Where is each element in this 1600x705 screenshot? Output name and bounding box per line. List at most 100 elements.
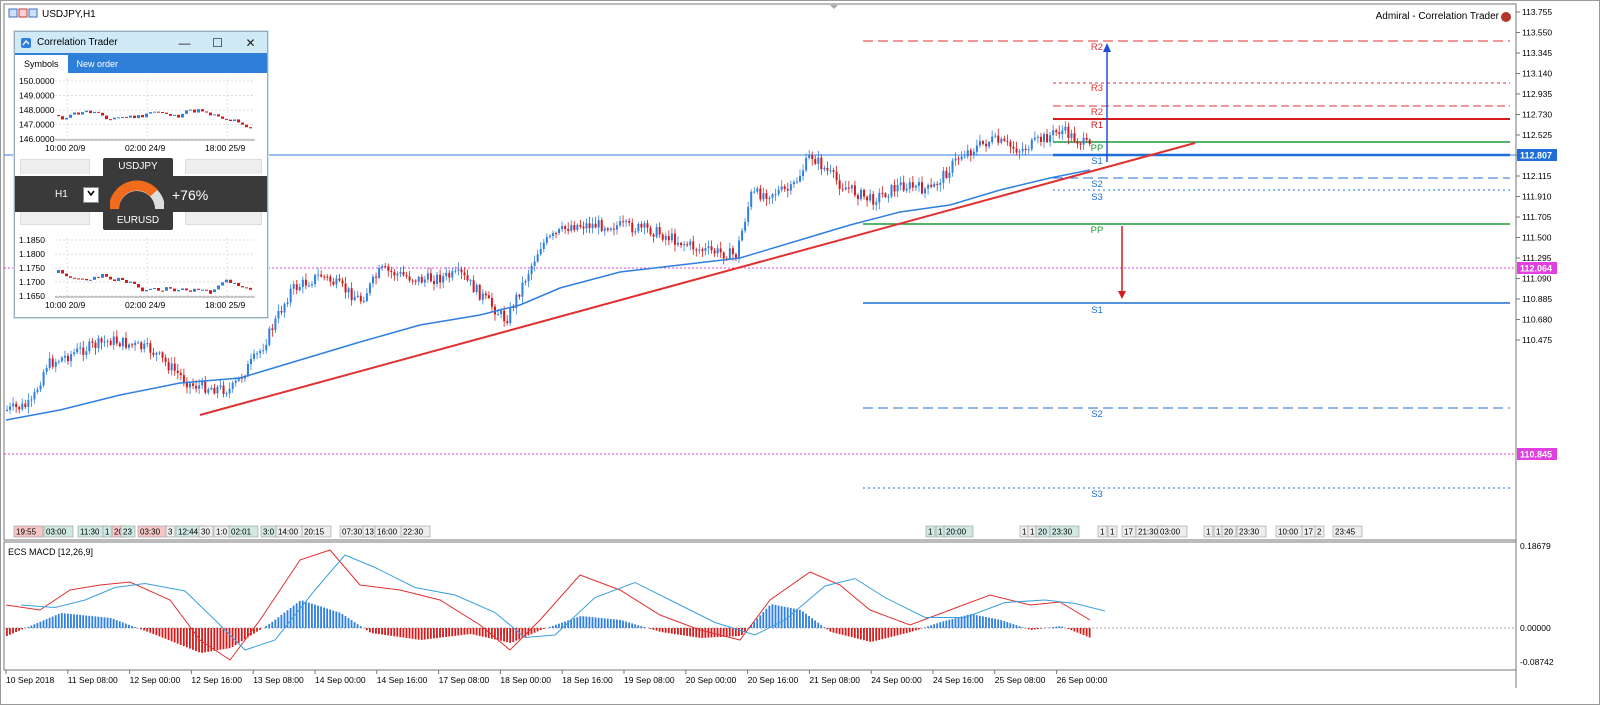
svg-text:10:00: 10:00 <box>1278 528 1299 537</box>
event-marker[interactable]: 30 <box>198 525 214 538</box>
event-marker[interactable]: 23:30 <box>1049 525 1080 538</box>
event-marker[interactable]: 17 <box>1121 525 1137 538</box>
svg-text:20: 20 <box>114 528 123 537</box>
svg-text:21:30: 21:30 <box>1138 528 1159 537</box>
event-marker[interactable]: 02:01 <box>228 525 259 538</box>
svg-text:17: 17 <box>1124 528 1133 537</box>
pivot-label: R2 <box>1091 42 1103 53</box>
event-marker[interactable]: 03:00 <box>43 525 74 538</box>
svg-text:20:00: 20:00 <box>946 528 967 537</box>
price-axis: 113.755 113.550 113.345 113.140 112.935 112.7… <box>1516 7 1552 345</box>
svg-text:23:45: 23:45 <box>1335 528 1356 537</box>
event-marker[interactable]: 1 <box>1213 525 1224 538</box>
svg-text:1: 1 <box>938 528 943 537</box>
indicator-header: Admiral - Correlation Trader <box>1376 11 1511 22</box>
ct-y-label: 1.1750 <box>19 263 45 273</box>
indicator-name: Admiral - Correlation Trader <box>1376 11 1500 22</box>
macd-pane[interactable] <box>3 541 1517 671</box>
ct-y-label: 146.0000 <box>19 134 55 144</box>
event-marker[interactable]: 1 <box>1097 525 1108 538</box>
event-marker[interactable]: 20:15 <box>301 525 332 538</box>
timeframe-label: H1 <box>55 188 75 202</box>
event-marker[interactable]: 1 <box>102 525 113 538</box>
ct-symbol-eurusd[interactable]: EURUSD <box>103 212 173 230</box>
ct-tabs: Symbols New order <box>15 53 267 73</box>
event-marker[interactable]: 3 <box>165 525 176 538</box>
svg-text:23:30: 23:30 <box>1052 528 1073 537</box>
svg-text:02:01: 02:01 <box>231 528 252 537</box>
event-marker[interactable]: 22:30 <box>400 525 431 538</box>
event-marker[interactable]: 03:00 <box>1157 525 1188 538</box>
svg-text:20: 20 <box>1038 528 1047 537</box>
event-marker[interactable]: 11:30 <box>77 525 108 538</box>
macd-title: ECS MACD [12,26,9] <box>8 547 93 557</box>
minimize-button[interactable]: — <box>178 35 191 50</box>
tab-symbols[interactable]: Symbols <box>15 55 68 73</box>
event-marker[interactable]: 14:00 <box>275 525 306 538</box>
price-tick-label: 112.935 <box>1522 89 1552 99</box>
event-marker[interactable]: 2 <box>1314 525 1325 538</box>
timeframe-dropdown[interactable] <box>83 187 99 203</box>
ct-symbol-usdjpy[interactable]: USDJPY <box>103 158 173 176</box>
svg-text:23:30: 23:30 <box>1239 528 1260 537</box>
time-tick-label: 24 Sep 16:00 <box>933 675 984 685</box>
ct-y-label: 147.0000 <box>19 120 55 130</box>
ct-x-label: 10:00 20/9 <box>45 143 85 153</box>
event-marker[interactable]: 23:45 <box>1332 525 1363 538</box>
event-marker[interactable]: 19:55 <box>13 525 44 538</box>
ct-y-label: 148.0000 <box>19 105 55 115</box>
tab-new-order[interactable]: New order <box>76 59 119 69</box>
time-tick-label: 17 Sep 08:00 <box>439 675 490 685</box>
scroll-marker-icon <box>830 5 838 9</box>
event-marker[interactable]: 20 <box>1221 525 1237 538</box>
ct-x-label: 18:00 25/9 <box>205 143 245 153</box>
event-marker[interactable]: 17 <box>1301 525 1317 538</box>
event-marker[interactable]: 1 <box>1027 525 1038 538</box>
pivot-label: S1 <box>1091 156 1103 167</box>
svg-text:1: 1 <box>1100 528 1105 537</box>
svg-text:110.845: 110.845 <box>1520 450 1552 460</box>
event-marker[interactable]: 1 <box>1203 525 1214 538</box>
svg-text:07:30: 07:30 <box>342 528 363 537</box>
event-marker[interactable]: 1 <box>1019 525 1030 538</box>
ct-logo-icon <box>21 37 31 48</box>
maximize-button[interactable]: ☐ <box>212 35 223 50</box>
ct-y-label: 1.1700 <box>19 277 45 287</box>
price-tick-label: 110.475 <box>1522 335 1552 345</box>
event-marker[interactable]: 23:30 <box>1236 525 1267 538</box>
ct-slot-right-bottom <box>185 212 262 225</box>
event-marker[interactable]: 23 <box>120 525 136 538</box>
event-marker[interactable]: 03:30 <box>137 525 168 538</box>
event-marker[interactable]: 20 <box>1035 525 1051 538</box>
time-tick-label: 13 Sep 08:00 <box>253 675 304 685</box>
price-tick-label: 111.705 <box>1522 212 1552 222</box>
correlation-trader-window[interactable]: Correlation Trader — ☐ ✕ Symbols New ord… <box>14 31 268 318</box>
event-marker[interactable]: 1 <box>935 525 946 538</box>
event-marker[interactable]: 16:00 <box>374 525 405 538</box>
event-marker[interactable]: 1 <box>1107 525 1118 538</box>
pivot-label: S2 <box>1091 179 1103 190</box>
ct-titlebar[interactable]: Correlation Trader — ☐ ✕ <box>15 32 267 53</box>
svg-text:11:30: 11:30 <box>80 528 100 537</box>
event-strip[interactable]: 19:55 03:00 11:30 1 20 23 03:30 3 12:44 30 1:0 02:0… <box>13 525 1363 538</box>
time-tick-label: 20 Sep 00:00 <box>686 675 737 685</box>
target-up-arrow-icon <box>1103 43 1111 52</box>
ct-y-label: 150.0000 <box>19 76 55 86</box>
macd-tick-label: 0.00000 <box>1520 623 1551 633</box>
price-tick-label: 110.680 <box>1522 315 1552 325</box>
correlation-gauge-icon <box>110 180 164 210</box>
svg-text:20:15: 20:15 <box>304 528 325 537</box>
trend-line[interactable] <box>199 142 1196 416</box>
time-tick-label: 26 Sep 00:00 <box>1057 675 1108 685</box>
event-marker[interactable]: 20:00 <box>943 525 974 538</box>
ct-chart-usdjpy: 150.0000 149.0000 148.0000 147.0000 146.0000… <box>19 76 255 153</box>
macd-tick-label: 0.18679 <box>1520 541 1551 551</box>
svg-text:12:44: 12:44 <box>178 528 199 537</box>
close-button[interactable]: ✕ <box>245 35 256 50</box>
svg-text:03:30: 03:30 <box>140 528 161 537</box>
pivot-label: R3 <box>1091 83 1103 94</box>
event-marker[interactable]: 10:00 <box>1275 525 1306 538</box>
event-marker[interactable]: 1 <box>925 525 936 538</box>
pivot-label: PP <box>1091 143 1104 154</box>
ct-y-label: 1.1800 <box>19 249 45 259</box>
